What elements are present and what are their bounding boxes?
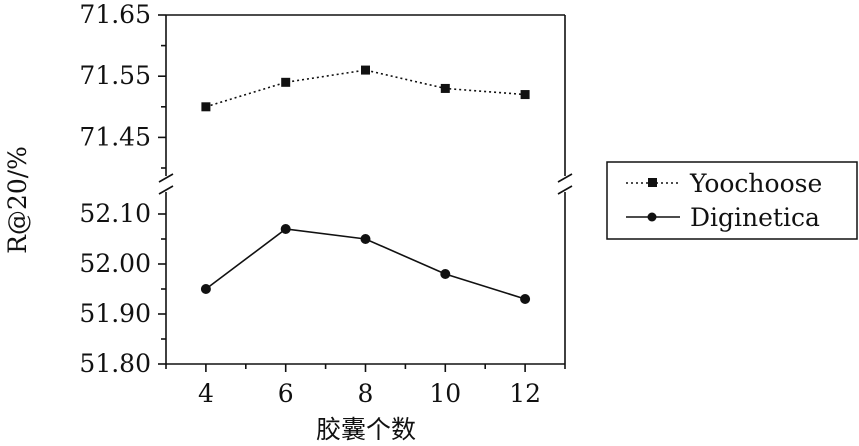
diginetica-point xyxy=(200,284,211,294)
x-tick-label: 4 xyxy=(198,379,214,408)
legend-yoochoose-label: Yoochoose xyxy=(689,169,822,198)
x-tick-label: 12 xyxy=(509,379,541,408)
x-tick-label: 6 xyxy=(278,379,294,408)
yoochoose-point xyxy=(201,102,211,112)
legend: Yoochoose Diginetica xyxy=(606,161,858,240)
lower-y-tick-label: 52.10 xyxy=(79,199,151,228)
legend-diginetica-marker xyxy=(647,212,657,222)
right-break-mark-top xyxy=(557,173,573,183)
diginetica-point xyxy=(360,234,371,244)
x-tick-label: 8 xyxy=(358,379,374,408)
left-break-mark-bottom xyxy=(158,185,174,195)
axes: 71.65 71.55 71.45 52.10 52.00 51.90 51.80 4 6 8 10… xyxy=(79,0,573,408)
legend-yoochoose-marker xyxy=(648,178,657,187)
legend-diginetica-label: Diginetica xyxy=(690,203,820,232)
right-break-mark-bottom xyxy=(557,185,573,195)
yoochoose-point xyxy=(281,77,291,87)
yoochoose-point xyxy=(361,65,370,75)
diginetica-point xyxy=(440,269,451,279)
yoochoose-point xyxy=(520,90,530,100)
x-tick-label: 10 xyxy=(429,379,461,408)
upper-y-tick-label: 71.45 xyxy=(79,122,151,151)
series-layer xyxy=(200,65,531,304)
lower-y-tick-label: 51.80 xyxy=(79,349,151,378)
diginetica-point xyxy=(280,224,291,234)
lower-y-tick-label: 51.90 xyxy=(79,299,151,328)
upper-y-tick-label: 71.65 xyxy=(79,0,151,29)
y-axis-title: R@20/% xyxy=(3,146,32,254)
diginetica-point xyxy=(520,294,531,304)
yoochoose-series-line xyxy=(205,69,526,108)
yoochoose-point xyxy=(440,83,450,93)
left-break-mark-top xyxy=(158,173,174,183)
upper-y-tick-label: 71.55 xyxy=(79,61,151,90)
lower-y-tick-label: 52.00 xyxy=(79,249,151,278)
x-axis-title: 胶囊个数 xyxy=(316,415,416,444)
legend-box xyxy=(606,161,858,240)
